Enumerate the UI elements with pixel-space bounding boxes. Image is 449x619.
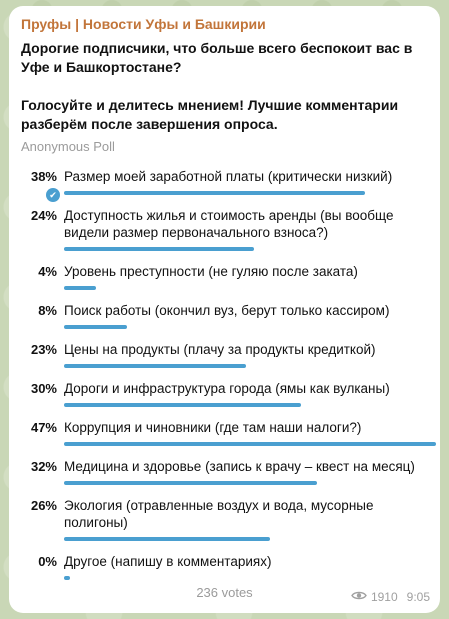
poll-option[interactable]: 38% ✔ Размер моей заработной платы (критич… bbox=[21, 168, 430, 202]
poll-option-text: Цены на продукты (плачу за продукты кред… bbox=[64, 342, 376, 357]
poll-option-percent: 8% bbox=[38, 303, 57, 318]
poll-option-percent: 32% bbox=[30, 459, 57, 474]
poll-option-bar bbox=[64, 403, 301, 407]
poll-option-bar bbox=[64, 325, 127, 329]
message-bubble: Пруфы | Новости Уфы и Башкирии Дорогие п… bbox=[9, 6, 440, 613]
poll-option-text: Поиск работы (окончил вуз, берут только … bbox=[64, 303, 390, 318]
poll-option-percent: 4% bbox=[38, 264, 57, 279]
message-footer: 236 votes 1910 9:05 bbox=[9, 585, 440, 604]
poll-option[interactable]: 26% Экология (отравленные воздух и вода, … bbox=[21, 497, 430, 541]
poll-option[interactable]: 30% Дороги и инфраструктура города (ямы к… bbox=[21, 380, 430, 407]
eye-icon bbox=[351, 589, 367, 605]
poll-option-bar bbox=[64, 537, 270, 541]
poll-option-text: Медицина и здоровье (запись к врачу – кв… bbox=[64, 459, 415, 474]
poll-option-bar bbox=[64, 481, 317, 485]
poll-type-label: Anonymous Poll bbox=[21, 139, 115, 154]
poll-question-intro: Дорогие подписчики, что больше всего бес… bbox=[21, 40, 413, 75]
poll-option-bar bbox=[64, 286, 96, 290]
poll-option[interactable]: 4% Уровень преступности (не гуляю после з… bbox=[21, 263, 430, 290]
poll-option-text: Дороги и инфраструктура города (ямы как … bbox=[64, 381, 390, 396]
votes-count: 236 votes bbox=[196, 585, 253, 600]
message-meta: 1910 9:05 bbox=[351, 589, 430, 605]
poll-option-percent: 24% bbox=[30, 208, 57, 223]
poll-option-bar bbox=[64, 191, 365, 195]
poll-option-text: Уровень преступности (не гуляю после зак… bbox=[64, 264, 358, 279]
poll-option-text: Экология (отравленные воздух и вода, мус… bbox=[64, 498, 374, 530]
poll-option[interactable]: 0% Другое (напишу в комментариях) bbox=[21, 553, 430, 580]
poll-option-text: Размер моей заработной платы (критически… bbox=[64, 169, 393, 184]
poll-option-percent: 26% bbox=[30, 498, 57, 513]
poll-option[interactable]: 23% Цены на продукты (плачу за продукты к… bbox=[21, 341, 430, 368]
poll-question: Дорогие подписчики, что больше всего бес… bbox=[21, 39, 430, 134]
poll-option[interactable]: 8% Поиск работы (окончил вуз, берут тольк… bbox=[21, 302, 430, 329]
poll-option-percent: 23% bbox=[30, 342, 57, 357]
poll-option-bar bbox=[64, 247, 254, 251]
poll-option[interactable]: 32% Медицина и здоровье (запись к врачу –… bbox=[21, 458, 430, 485]
poll-option[interactable]: 24% Доступность жилья и стоимость аренды … bbox=[21, 207, 430, 251]
poll-option-percent: 38% bbox=[30, 169, 57, 184]
poll-option-percent: 47% bbox=[30, 420, 57, 435]
channel-name[interactable]: Пруфы | Новости Уфы и Башкирии bbox=[21, 16, 266, 32]
message-time: 9:05 bbox=[406, 590, 430, 604]
poll-option-bar bbox=[64, 364, 246, 368]
poll-options: 38% ✔ Размер моей заработной платы (критич… bbox=[21, 168, 436, 580]
poll-option-bar bbox=[64, 442, 436, 446]
views-count: 1910 bbox=[370, 590, 398, 604]
poll-option-text: Коррупция и чиновники (где там наши нало… bbox=[64, 420, 362, 435]
poll-option-percent: 30% bbox=[30, 381, 57, 396]
poll-option-bar bbox=[64, 576, 70, 580]
poll-option-text: Доступность жилья и стоимость аренды (вы… bbox=[64, 208, 394, 240]
poll-option-text: Другое (напишу в комментариях) bbox=[64, 554, 272, 569]
poll-option-percent: 0% bbox=[38, 554, 57, 569]
check-icon: ✔ bbox=[46, 188, 60, 202]
poll-option[interactable]: 47% Коррупция и чиновники (где там наши н… bbox=[21, 419, 436, 446]
poll-question-call: Голосуйте и делитесь мнением! Лучшие ком… bbox=[21, 97, 399, 132]
